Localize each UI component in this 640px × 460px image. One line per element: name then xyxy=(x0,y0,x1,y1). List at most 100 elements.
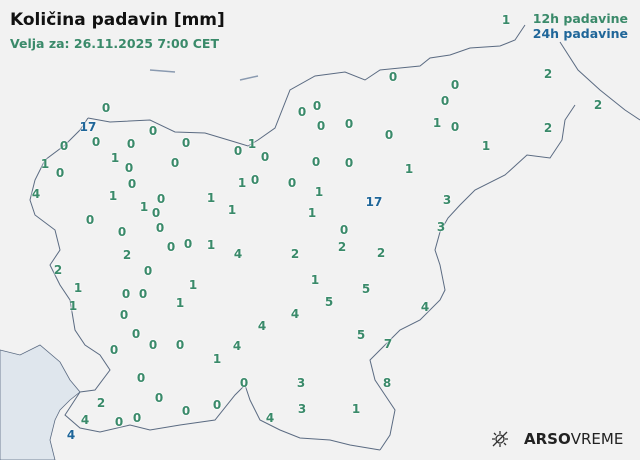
station-value: 4 xyxy=(420,300,430,314)
station-value: 1 xyxy=(108,189,118,203)
station-value: 3 xyxy=(296,376,306,390)
station-value: 2 xyxy=(593,98,603,112)
station-value: 1 xyxy=(227,203,237,217)
station-value: 0 xyxy=(287,176,297,190)
station-value: 1 xyxy=(139,200,149,214)
station-value: 4 xyxy=(66,428,76,442)
station-value: 0 xyxy=(250,173,260,187)
station-value: 0 xyxy=(450,78,460,92)
station-value: 1 xyxy=(307,206,317,220)
station-value: 0 xyxy=(166,240,176,254)
station-value: 1 xyxy=(432,116,442,130)
station-value: 5 xyxy=(361,282,371,296)
station-value: 4 xyxy=(232,339,242,353)
sea xyxy=(0,344,81,460)
station-value: 5 xyxy=(356,328,366,342)
station-value: 8 xyxy=(382,376,392,390)
station-value: 0 xyxy=(131,327,141,341)
station-value: 1 xyxy=(188,278,198,292)
station-value: 0 xyxy=(151,206,161,220)
station-value: 1 xyxy=(206,238,216,252)
station-value: 0 xyxy=(297,105,307,119)
station-value: 1 xyxy=(404,162,414,176)
station-value: 1 xyxy=(310,273,320,287)
station-value: 0 xyxy=(148,124,158,138)
station-value: 0 xyxy=(388,70,398,84)
station-value: 3 xyxy=(436,220,446,234)
station-value: 2 xyxy=(96,396,106,410)
station-value: 0 xyxy=(175,338,185,352)
station-value: 0 xyxy=(143,264,153,278)
legend-24h: 24h padavine xyxy=(532,26,628,41)
station-value: 0 xyxy=(212,398,222,412)
station-value: 0 xyxy=(114,415,124,429)
station-value: 0 xyxy=(316,119,326,133)
page-title: Količina padavin [mm] xyxy=(10,10,225,30)
station-value: 1 xyxy=(314,185,324,199)
station-value: 2 xyxy=(376,246,386,260)
station-value: 1 xyxy=(212,352,222,366)
station-value: 0 xyxy=(339,223,349,237)
station-value: 0 xyxy=(239,376,249,390)
station-value: 5 xyxy=(324,295,334,309)
station-value: 0 xyxy=(136,371,146,385)
station-value: 0 xyxy=(233,144,243,158)
station-value: 4 xyxy=(233,247,243,261)
station-value: 0 xyxy=(119,308,129,322)
station-value: 0 xyxy=(85,213,95,227)
station-value: 1 xyxy=(481,139,491,153)
station-value: 17 xyxy=(79,120,97,134)
station-value: 4 xyxy=(290,307,300,321)
station-value: 2 xyxy=(543,121,553,135)
station-value: 3 xyxy=(442,193,452,207)
station-value: 0 xyxy=(440,94,450,108)
station-value: 0 xyxy=(127,177,137,191)
sun-cloud-icon xyxy=(492,431,508,447)
station-value: 4 xyxy=(257,319,267,333)
station-value: 7 xyxy=(383,337,393,351)
station-value: 2 xyxy=(53,263,63,277)
station-value: 1 xyxy=(73,281,83,295)
station-value: 3 xyxy=(297,402,307,416)
station-value: 1 xyxy=(40,157,50,171)
station-value: 0 xyxy=(121,287,131,301)
country-border xyxy=(29,24,640,451)
station-value: 0 xyxy=(124,161,134,175)
arso-logo: ARSOVREME xyxy=(490,430,623,448)
station-value: 0 xyxy=(117,225,127,239)
logo-arso: ARSO xyxy=(524,430,571,448)
station-value: 4 xyxy=(31,187,41,201)
logo-vreme: VREME xyxy=(570,430,624,448)
station-value: 0 xyxy=(344,156,354,170)
station-value: 0 xyxy=(450,120,460,134)
station-value: 0 xyxy=(181,136,191,150)
station-value: 0 xyxy=(55,166,65,180)
station-value: 0 xyxy=(101,101,111,115)
station-value: 0 xyxy=(170,156,180,170)
station-value: 1 xyxy=(237,176,247,190)
station-value: 0 xyxy=(156,192,166,206)
station-value: 0 xyxy=(311,155,321,169)
station-value: 0 xyxy=(181,404,191,418)
station-value: 0 xyxy=(109,343,119,357)
legend: 12h padavine 24h padavine xyxy=(533,11,628,41)
station-value: 0 xyxy=(59,139,69,153)
station-value: 1 xyxy=(68,299,78,313)
station-value: 0 xyxy=(148,338,158,352)
station-value: 4 xyxy=(265,411,275,425)
station-value: 0 xyxy=(183,237,193,251)
station-value: 0 xyxy=(384,128,394,142)
station-value: 2 xyxy=(290,247,300,261)
station-value: 1 xyxy=(247,137,257,151)
station-value: 2 xyxy=(543,67,553,81)
station-value: 1 xyxy=(175,296,185,310)
station-value: 0 xyxy=(138,287,148,301)
station-value: 2 xyxy=(337,240,347,254)
station-value: 1 xyxy=(110,151,120,165)
station-value: 17 xyxy=(365,195,383,209)
station-value: 0 xyxy=(154,391,164,405)
station-value: 2 xyxy=(122,248,132,262)
valid-time: Velja za: 26.11.2025 7:00 CET xyxy=(10,36,219,51)
legend-12h: 12h padavine xyxy=(532,11,628,26)
